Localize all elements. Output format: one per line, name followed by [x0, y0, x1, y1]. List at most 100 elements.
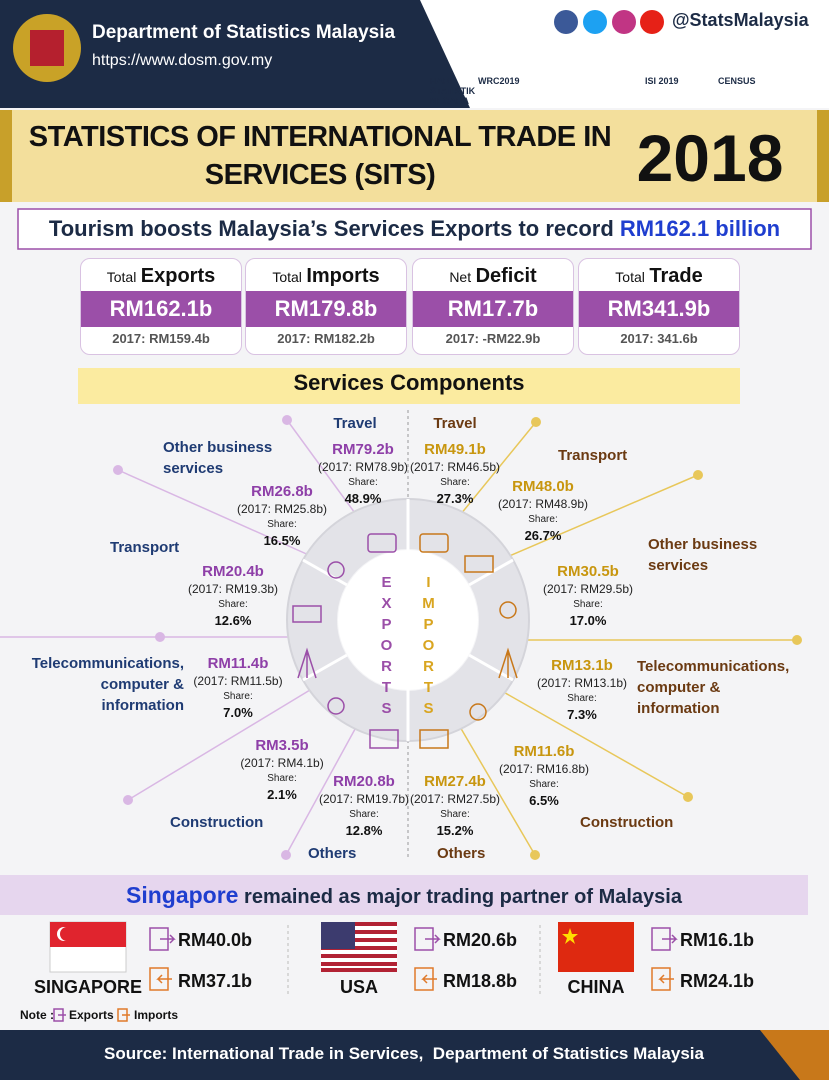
component-share: 6.5% — [529, 793, 559, 808]
share-label: Share: — [349, 809, 379, 820]
headline-highlight: RM162.1 billion — [619, 216, 781, 241]
card-previous: 2017: -RM22.9b — [445, 331, 541, 346]
component-name: Transport — [110, 539, 180, 556]
component-name: Travel — [333, 415, 377, 432]
component-share: 12.6% — [214, 613, 252, 628]
note-label: Note : — [20, 1008, 54, 1022]
component-values: RM20.8b (2017: RM19.7b) Share: 12.8% — [304, 772, 424, 839]
component-previous: (2017: RM16.8b) — [498, 762, 590, 776]
exports-label: EXPORTS — [378, 574, 395, 721]
card-prefix: Total — [615, 269, 645, 285]
share-label: Share: — [567, 693, 597, 704]
country-exports: RM16.1b — [680, 930, 755, 950]
card-label: Total Trade — [579, 265, 739, 288]
component-previous: (2017: RM78.9b) — [317, 460, 409, 474]
component-value: RM48.0b — [512, 478, 574, 495]
component-value: RM27.4b — [424, 773, 486, 790]
logo: HARI STATISTIK NEGARA — [430, 76, 476, 106]
component-values: RM26.8b (2017: RM25.8b) Share: 16.5% — [222, 482, 342, 549]
share-label: Share: — [573, 599, 603, 610]
component-name: Travel — [433, 415, 477, 432]
share-label: Share: — [348, 477, 378, 488]
component-share: 12.8% — [345, 823, 383, 838]
card-value: RM179.8b — [246, 291, 406, 327]
component-previous: (2017: RM46.5b) — [409, 460, 501, 474]
component-values: RM3.5b (2017: RM4.1b) Share: 2.1% — [222, 736, 342, 803]
logo: ISI 2019 — [645, 76, 679, 86]
card-name: Deficit — [475, 265, 537, 287]
component-values: RM11.6b (2017: RM16.8b) Share: 6.5% — [484, 742, 604, 809]
component-share: 27.3% — [436, 491, 474, 506]
component-share: 7.3% — [567, 707, 597, 722]
component-name: Construction — [580, 814, 674, 831]
card-prefix: Total — [272, 269, 302, 285]
component-previous: (2017: RM29.5b) — [542, 582, 634, 596]
component-values: RM49.1b (2017: RM46.5b) Share: 27.3% — [395, 440, 515, 507]
summary-card: Net Deficit RM17.7b 2017: -RM22.9b — [412, 258, 574, 355]
component-previous: (2017: RM13.1b) — [536, 676, 628, 690]
social-handle: @StatsMalaysia — [672, 10, 809, 30]
component-name: Other business services — [648, 536, 758, 574]
component-name: Others — [437, 845, 486, 862]
component-name: Transport — [558, 447, 628, 464]
source: Source: International Trade in Services,… — [104, 1044, 704, 1063]
component-name: Other business services — [163, 439, 273, 477]
component-values: RM27.4b (2017: RM27.5b) Share: 15.2% — [395, 772, 515, 839]
headline-text: Tourism boosts Malaysia’s Services Expor… — [48, 216, 614, 241]
component-previous: (2017: RM27.5b) — [409, 792, 501, 806]
card-prefix: Total — [106, 269, 137, 285]
country-name: USA — [339, 977, 378, 997]
component-value: RM11.4b — [207, 655, 269, 672]
component-value: RM20.4b — [202, 563, 264, 580]
card-value: RM162.1b — [81, 291, 241, 327]
component-share: 2.1% — [267, 787, 297, 802]
card-name: Exports — [140, 265, 216, 287]
card-previous: 2017: 341.6b — [620, 331, 698, 346]
country-imports: RM37.1b — [178, 971, 253, 991]
share-label: Share: — [440, 477, 470, 488]
card-label: Net Deficit — [413, 265, 573, 288]
component-values: RM11.4b (2017: RM11.5b) Share: 7.0% — [178, 654, 298, 721]
share-label: Share: — [218, 599, 248, 610]
logo: CENSUS — [718, 76, 756, 86]
component-share: 16.5% — [263, 533, 301, 548]
url: https://www.dosm.gov.my — [92, 52, 273, 69]
component-share: 17.0% — [569, 613, 607, 628]
title: STATISTICS OF INTERNATIONAL TRADE IN SER… — [28, 121, 612, 191]
component-name: Telecommunications, computer & informati… — [637, 658, 790, 717]
component-value: RM79.2b — [332, 441, 394, 458]
logo: WRC2019 — [478, 76, 520, 86]
year: 2018 — [636, 121, 784, 195]
component-values: RM13.1b (2017: RM13.1b) Share: 7.3% — [522, 656, 642, 723]
component-value: RM11.6b — [513, 743, 575, 760]
country-exports: RM40.0b — [178, 930, 253, 950]
share-label: Share: — [267, 773, 297, 784]
partner-headline: Singapore remained as major trading part… — [0, 877, 808, 915]
summary-card: Total Imports RM179.8b 2017: RM182.2b — [245, 258, 407, 355]
section-title: Services Components — [293, 370, 525, 395]
component-share: 7.0% — [223, 705, 253, 720]
component-share: 48.9% — [344, 491, 382, 506]
country-imports: RM18.8b — [443, 971, 518, 991]
country-name: CHINA — [567, 977, 625, 997]
component-values: RM48.0b (2017: RM48.9b) Share: 26.7% — [483, 477, 603, 544]
component-value: RM3.5b — [255, 737, 309, 754]
component-value: RM49.1b — [424, 441, 486, 458]
component-value: RM30.5b — [557, 563, 619, 580]
card-prefix: Net — [449, 269, 472, 285]
country-imports: RM24.1b — [680, 971, 755, 991]
component-share: 15.2% — [436, 823, 474, 838]
component-values: RM30.5b (2017: RM29.5b) Share: 17.0% — [528, 562, 648, 629]
summary-card: Total Exports RM162.1b 2017: RM159.4b — [80, 258, 242, 355]
component-value: RM20.8b — [333, 773, 395, 790]
card-label: Total Exports — [81, 265, 241, 288]
card-label: Total Imports — [246, 265, 406, 288]
note-imports: Imports — [134, 1008, 179, 1022]
component-previous: (2017: RM19.3b) — [187, 582, 279, 596]
component-previous: (2017: RM19.7b) — [318, 792, 410, 806]
card-value: RM341.9b — [579, 291, 739, 327]
component-name: Construction — [170, 814, 264, 831]
imports-label: IMPORTS — [420, 574, 437, 721]
